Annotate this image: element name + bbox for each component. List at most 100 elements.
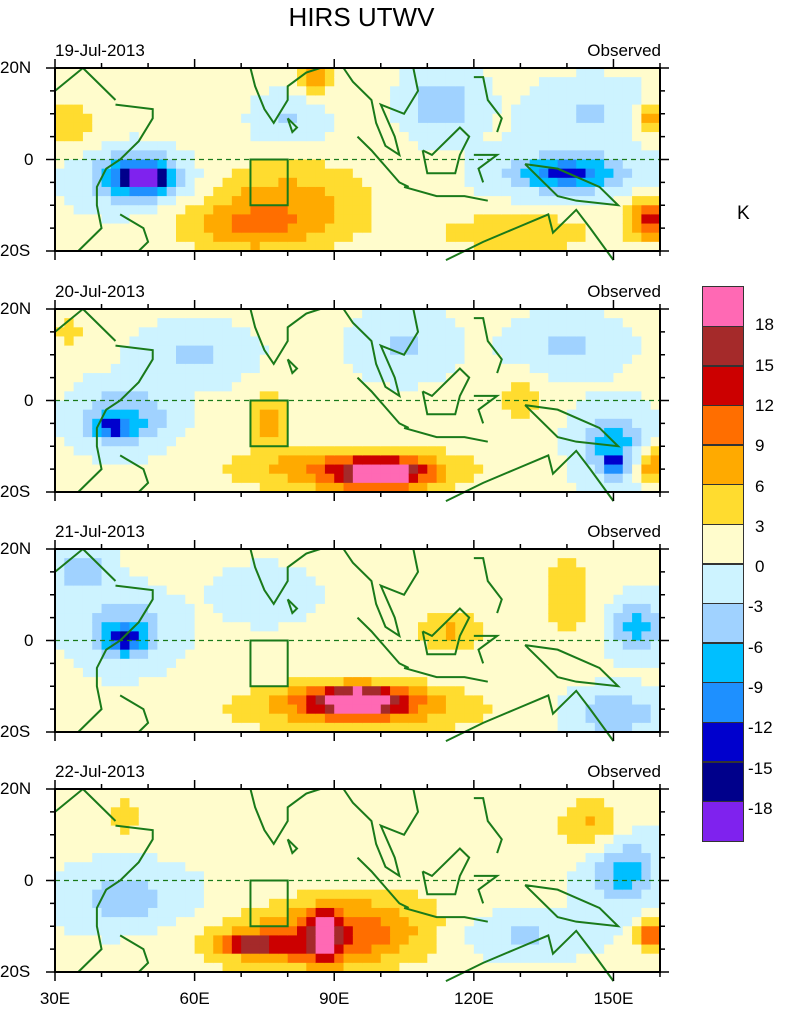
field-cell: [436, 640, 447, 651]
field-cell: [203, 196, 214, 206]
field-cell: [231, 113, 242, 124]
field-cell: [585, 159, 596, 170]
field-cell: [55, 464, 65, 475]
field-cell: [64, 391, 75, 402]
field-cell: [604, 567, 615, 578]
field-cell: [157, 232, 168, 243]
field-cell: [418, 843, 428, 854]
field-cell: [297, 594, 307, 605]
field-cell: [324, 871, 335, 882]
field-cell: [259, 186, 270, 197]
field-cell: [594, 549, 605, 559]
field-cell: [324, 382, 335, 392]
field-cell: [352, 622, 363, 632]
field-cell: [250, 798, 261, 808]
field-cell: [520, 409, 531, 420]
field-cell: [548, 205, 559, 215]
field-cell: [362, 373, 373, 383]
field-cell: [501, 223, 512, 234]
field-cell: [287, 640, 298, 651]
field-cell: [324, 186, 335, 197]
field-cell: [380, 807, 391, 818]
field-cell: [278, 159, 289, 170]
field-cell: [604, 77, 615, 87]
field-cell: [594, 223, 605, 234]
field-cell: [371, 558, 382, 568]
field-cell: [138, 871, 149, 882]
field-cell: [334, 889, 345, 900]
field-cell: [269, 400, 279, 411]
field-cell: [194, 686, 205, 696]
field-cell: [557, 186, 568, 197]
field-cell: [622, 159, 633, 170]
field-cell: [166, 86, 177, 97]
field-cell: [287, 649, 298, 660]
field-cell: [343, 798, 354, 808]
field-cell: [613, 722, 624, 733]
field-cell: [418, 898, 428, 909]
field-cell: [529, 622, 540, 632]
field-cell: [278, 658, 289, 669]
coastline: [286, 117, 299, 134]
field-cell: [101, 558, 112, 568]
field-cell: [455, 382, 466, 392]
field-cell: [315, 713, 326, 724]
field-cell: [194, 318, 205, 328]
field-cell: [576, 594, 587, 605]
field-cell: [231, 686, 242, 696]
field-cell: [73, 622, 84, 632]
field-cell: [269, 677, 279, 687]
field-cell: [129, 926, 140, 936]
field-cell: [82, 95, 93, 106]
field-cell: [632, 594, 642, 605]
field-cell: [576, 95, 587, 106]
field-cell: [520, 677, 531, 687]
field-cell: [622, 68, 633, 78]
field-cell: [380, 455, 391, 466]
field-cell: [464, 622, 475, 632]
field-cell: [436, 789, 447, 799]
field-cell: [576, 576, 587, 587]
field-cell: [343, 177, 354, 188]
field-cell: [352, 327, 363, 338]
field-cell: [371, 825, 382, 836]
field-cell: [241, 122, 252, 133]
field-cell: [110, 962, 121, 973]
field-cell: [613, 418, 624, 429]
field-cell: [148, 205, 158, 215]
field-cell: [473, 722, 484, 733]
field-cell: [166, 437, 177, 447]
field-cell: [287, 327, 298, 338]
field-cell: [399, 354, 410, 365]
field-cell: [557, 168, 568, 179]
field-cell: [120, 68, 131, 78]
field-cell: [483, 159, 494, 170]
field-cell: [213, 104, 224, 115]
field-cell: [92, 953, 103, 964]
field-cell: [315, 649, 326, 660]
field-cell: [483, 363, 494, 374]
field-cell: [455, 196, 466, 206]
panel-date-label: 19-Jul-2013: [55, 41, 145, 60]
field-cell: [511, 594, 521, 605]
field-cell: [445, 926, 456, 936]
field-cell: [166, 391, 177, 402]
field-cell: [473, 345, 484, 356]
field-cell: [120, 309, 131, 319]
field-cell: [194, 871, 205, 882]
field-cell: [166, 473, 177, 484]
field-cell: [92, 816, 103, 827]
field-cell: [64, 223, 75, 234]
field-cell: [250, 159, 261, 170]
field-cell: [641, 558, 652, 568]
field-cell: [110, 168, 121, 179]
field-cell: [241, 391, 252, 402]
field-cell: [390, 594, 400, 605]
field-cell: [390, 336, 400, 347]
field-cell: [101, 585, 112, 596]
field-cell: [203, 68, 214, 78]
field-cell: [250, 576, 261, 587]
field-cell: [557, 391, 568, 402]
field-cell: [408, 585, 419, 596]
field-cell: [585, 409, 596, 420]
